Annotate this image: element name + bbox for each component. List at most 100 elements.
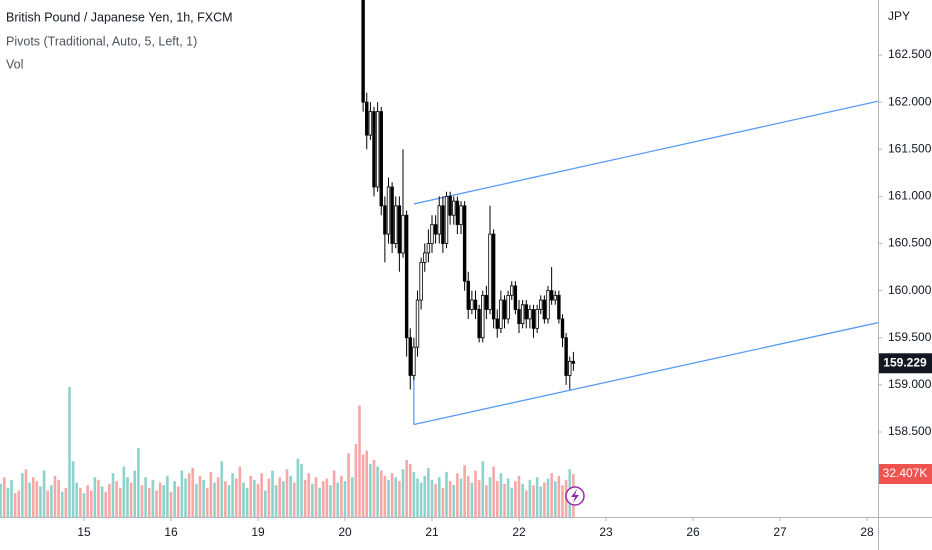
candle-body <box>441 205 445 244</box>
candle-body <box>452 200 456 216</box>
y-tick-label: 161.500 <box>888 141 932 155</box>
candle-body <box>564 337 568 376</box>
candle-body <box>372 111 376 188</box>
volume-bar <box>260 473 263 517</box>
volume-bar <box>79 487 82 517</box>
indicator-title: Pivots (Traditional, Auto, 5, Left, 1) <box>6 34 197 48</box>
candle-body <box>433 224 438 235</box>
volume-bar <box>202 479 205 517</box>
candle-body <box>412 346 416 376</box>
candle-body <box>484 294 489 310</box>
volume-bar <box>151 479 155 517</box>
volume-bar <box>111 473 115 517</box>
y-tick-label: 162.500 <box>888 47 932 61</box>
volume-bar <box>100 486 104 517</box>
volume-bar <box>524 490 528 517</box>
volume-bar <box>2 477 6 517</box>
volume-bar <box>292 482 296 517</box>
volume-bar <box>474 470 477 517</box>
volume-bar <box>307 473 311 517</box>
volume-bar <box>28 482 31 517</box>
volume-bar <box>369 463 372 517</box>
x-tick-label: 26 <box>686 525 700 539</box>
volume-bar <box>550 473 553 517</box>
candle-body <box>365 101 369 136</box>
candle-body <box>375 111 380 188</box>
volume-bar <box>53 475 57 517</box>
volume-bar <box>126 477 129 517</box>
volume-bar <box>401 469 405 517</box>
volume-bar <box>267 478 271 517</box>
volume-bar <box>445 471 448 517</box>
volume-bar <box>209 471 213 517</box>
candle-body <box>542 299 547 320</box>
volume-bar <box>463 465 466 517</box>
volume-bar <box>495 481 499 517</box>
y-tick-label: 159.000 <box>888 377 932 391</box>
volume-bar <box>543 482 546 517</box>
volume-bar <box>514 481 517 517</box>
volume-bar <box>169 491 173 517</box>
volume-label: 32.407K <box>883 466 928 480</box>
volume-bar <box>561 485 564 517</box>
volume-bar <box>122 466 126 517</box>
volume-bar <box>325 478 329 517</box>
volume-bar <box>372 459 376 517</box>
volume-bar <box>39 486 42 517</box>
candle-body <box>459 205 463 226</box>
volume-bar <box>535 477 539 517</box>
volume-bar <box>347 453 350 517</box>
volume-bar <box>282 481 285 517</box>
volume-bar <box>35 481 39 517</box>
candle-body <box>426 243 431 254</box>
volume-bar <box>75 482 79 517</box>
volume-bar <box>166 475 169 517</box>
candle-body <box>481 294 485 339</box>
candle-body <box>477 309 481 339</box>
volume-bar <box>448 481 452 517</box>
volume-bar <box>430 479 434 517</box>
volume-bar <box>470 482 474 517</box>
volume-bar <box>108 483 111 517</box>
volume-bar <box>238 466 242 517</box>
volume-bar <box>466 475 470 517</box>
chart-title: British Pound / Japanese Yen, 1h, FXCM <box>6 10 233 24</box>
candle-body <box>455 200 460 226</box>
volume-bar <box>205 487 209 517</box>
volume-bar <box>68 386 71 517</box>
volume-bar <box>488 477 492 517</box>
volume-bar <box>115 481 118 517</box>
volume-bar <box>485 485 488 517</box>
volume-bar <box>50 485 53 517</box>
price-label: 159.229 <box>883 355 927 369</box>
volume-bar <box>343 481 347 517</box>
volume-bar <box>71 461 75 517</box>
candle-body <box>470 299 474 310</box>
volume-bar <box>191 467 195 517</box>
candle-body <box>430 224 434 244</box>
candle-body <box>401 214 405 254</box>
candle-body <box>386 186 391 235</box>
volume-bar <box>140 485 144 517</box>
volume-bar <box>321 481 325 517</box>
volume-label-bg <box>879 463 932 484</box>
volume-bar <box>303 479 307 517</box>
candle-body <box>510 285 514 296</box>
candle-body <box>383 205 387 235</box>
lightning-icon[interactable] <box>565 486 585 506</box>
axis-unit: JPY <box>888 9 910 23</box>
candle-body <box>368 111 373 136</box>
candle-body <box>546 290 550 320</box>
candle-body <box>560 318 565 339</box>
volume-bar <box>57 479 60 517</box>
volume-bar <box>350 477 354 517</box>
candle-body <box>539 299 543 310</box>
y-tick-label: 158.500 <box>888 424 932 438</box>
volume-bar <box>224 481 227 517</box>
candle-body <box>524 304 528 320</box>
candle-body <box>397 205 402 254</box>
volume-bar <box>296 458 300 517</box>
x-tick-label: 16 <box>164 525 178 539</box>
plot-area <box>0 0 878 517</box>
